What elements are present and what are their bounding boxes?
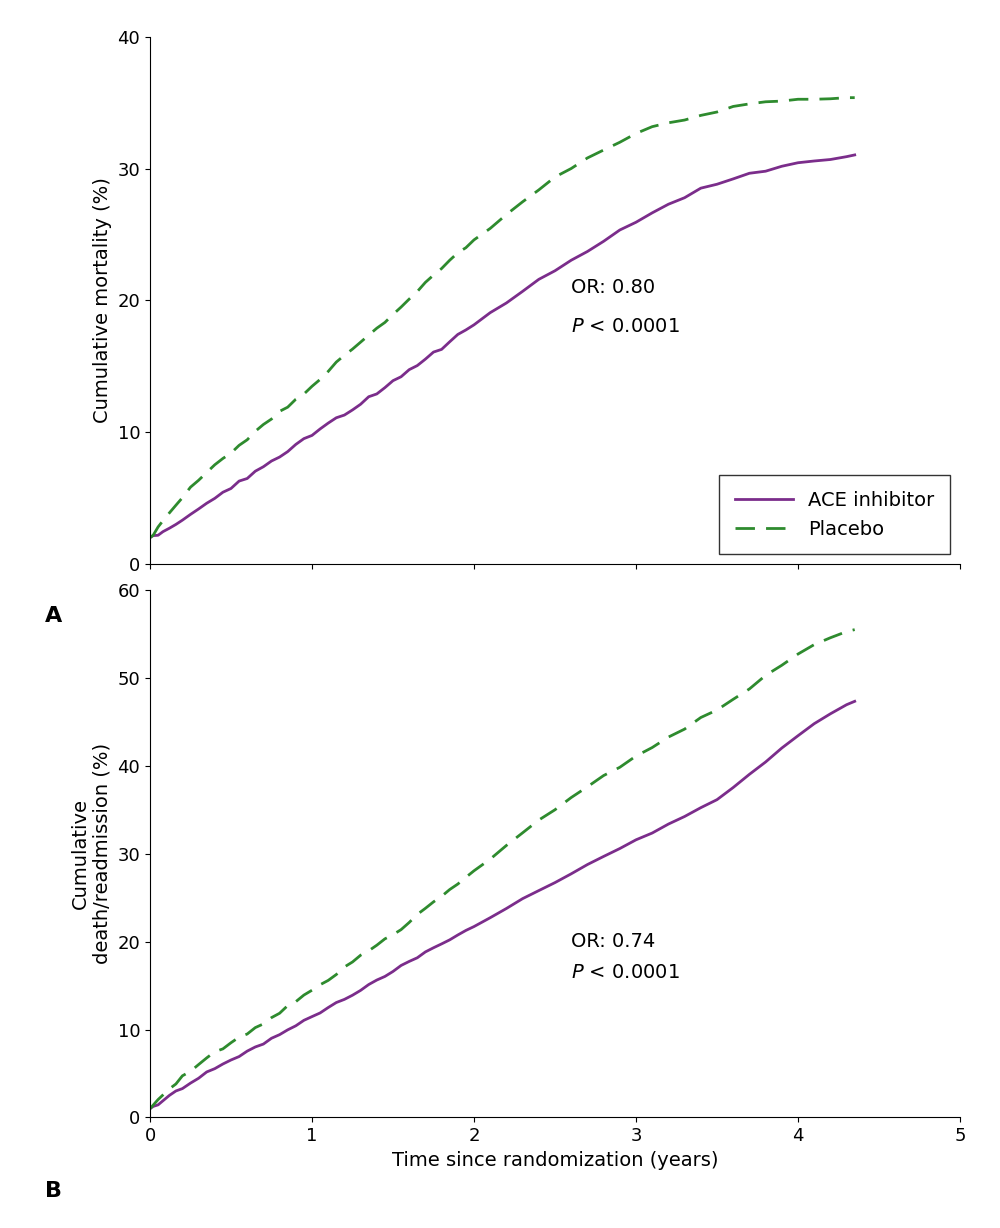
Text: A: A <box>45 607 62 626</box>
Text: OR: 0.74: OR: 0.74 <box>571 932 655 952</box>
Text: $P$ < 0.0001: $P$ < 0.0001 <box>571 963 680 982</box>
Text: OR: 0.80: OR: 0.80 <box>571 278 655 297</box>
Text: B: B <box>45 1181 62 1201</box>
Y-axis label: Cumulative mortality (%): Cumulative mortality (%) <box>93 178 112 424</box>
X-axis label: Time since randomization (years): Time since randomization (years) <box>392 1151 718 1170</box>
Y-axis label: Cumulative
death/readmission (%): Cumulative death/readmission (%) <box>71 743 112 964</box>
Legend: ACE inhibitor, Placebo: ACE inhibitor, Placebo <box>719 475 950 554</box>
Text: $P$ < 0.0001: $P$ < 0.0001 <box>571 317 680 336</box>
